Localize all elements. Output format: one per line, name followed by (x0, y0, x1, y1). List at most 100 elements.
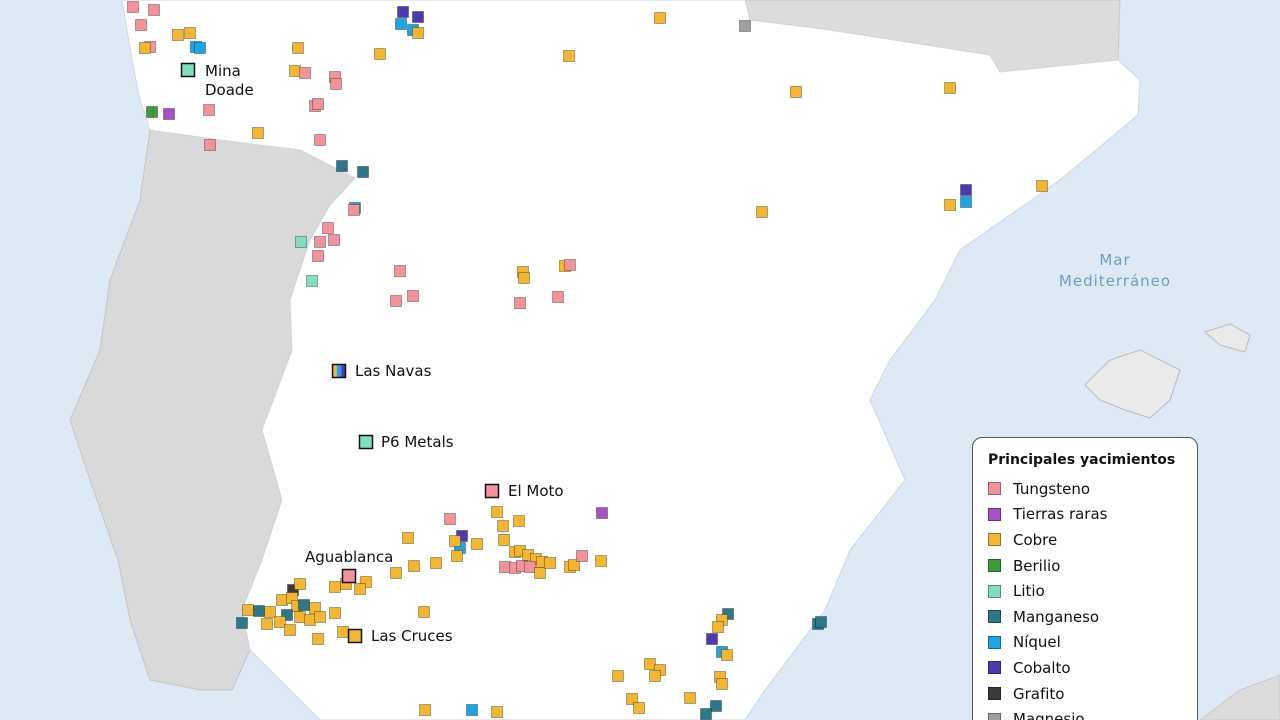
deposit-marker (276, 594, 288, 606)
deposit-marker (633, 702, 645, 714)
deposit-marker (430, 557, 442, 569)
deposit-marker (596, 507, 608, 519)
deposit-marker (294, 578, 306, 590)
site-label: Mina Doade (205, 62, 254, 99)
legend-swatch (988, 610, 1001, 624)
legend-swatch (988, 507, 1001, 521)
deposit-marker (491, 706, 503, 718)
deposit-marker (306, 275, 318, 287)
deposit-marker (284, 624, 296, 636)
deposit-marker (649, 670, 661, 682)
deposit-marker (1036, 180, 1048, 192)
spain (121, 0, 1141, 720)
deposit-marker-part (336, 364, 342, 378)
deposit-marker (408, 560, 420, 572)
deposit-marker (710, 700, 722, 712)
legend-item: Níquel (988, 630, 1197, 656)
site-label: Las Navas (355, 362, 432, 380)
deposit-marker (960, 196, 972, 208)
deposit-marker (242, 604, 254, 616)
legend-swatch (988, 533, 1001, 547)
legend-swatch (988, 584, 1001, 598)
deposit-marker (534, 567, 546, 579)
deposit-marker (576, 550, 588, 562)
legend-swatch (988, 559, 1001, 573)
deposit-marker (274, 616, 286, 628)
deposit-marker (626, 693, 638, 705)
deposit-marker (960, 184, 972, 196)
deposit-marker (314, 134, 326, 146)
legend-label: Cobalto (1013, 658, 1071, 677)
legend-item: Manganeso (988, 604, 1197, 630)
deposit-marker (314, 236, 326, 248)
deposit-marker (299, 67, 311, 79)
deposit-marker (357, 166, 369, 178)
deposit-marker (612, 670, 624, 682)
deposit-marker (203, 104, 215, 116)
deposit-marker (148, 4, 160, 16)
legend-title: Principales yacimientos (988, 452, 1176, 468)
deposit-marker (127, 1, 139, 13)
deposit-marker (700, 708, 712, 720)
deposit-marker (552, 291, 564, 303)
deposit-marker (706, 633, 718, 645)
deposit-marker (390, 295, 402, 307)
legend: Principales yacimientos Tungsteno Tierras… (972, 437, 1198, 720)
legend-item: Magnesio (988, 706, 1197, 720)
deposit-marker (281, 609, 293, 621)
deposit-marker (360, 576, 372, 588)
deposit-marker (347, 628, 363, 644)
legend-label: Tungsteno (1013, 479, 1091, 498)
deposit-marker (312, 633, 324, 645)
sea-label: Mar Mediterráneo (1040, 250, 1190, 292)
deposit-marker (484, 483, 500, 499)
deposit-marker (163, 108, 175, 120)
deposit-marker (684, 692, 696, 704)
deposit-marker (294, 611, 306, 623)
deposit-marker (397, 6, 409, 18)
deposit-marker (314, 611, 326, 623)
legend-label: Grafito (1013, 684, 1065, 703)
legend-item: Grafito (988, 681, 1197, 707)
deposit-marker (312, 98, 324, 110)
deposit-marker (491, 506, 503, 518)
deposit-marker (513, 515, 525, 527)
deposit-marker-part (341, 364, 346, 378)
deposit-marker (644, 658, 656, 670)
deposit-marker (135, 19, 147, 31)
deposit-marker (466, 704, 478, 716)
deposit-marker (289, 65, 301, 77)
deposit-marker (451, 550, 463, 562)
deposit-marker (564, 259, 576, 271)
deposit-marker (194, 42, 206, 54)
deposit-marker (322, 222, 334, 234)
deposit-marker (329, 607, 341, 619)
legend-label: Berilio (1013, 556, 1061, 575)
deposit-marker (146, 106, 158, 118)
deposit-marker (295, 236, 307, 248)
deposit-marker (312, 250, 324, 262)
deposit-marker (524, 561, 536, 573)
site-label: El Moto (508, 482, 564, 500)
deposit-marker (358, 434, 374, 450)
deposit-marker (712, 621, 724, 633)
deposit-marker (499, 561, 511, 573)
deposit-marker (444, 513, 456, 525)
sea-label-line: Mar (1099, 251, 1131, 269)
deposit-marker (412, 27, 424, 39)
deposit-marker (407, 290, 419, 302)
deposit-marker (568, 559, 580, 571)
deposit-marker (172, 29, 184, 41)
deposit-marker (348, 204, 360, 216)
deposit-marker (264, 606, 276, 618)
deposit-marker (716, 678, 728, 690)
deposit-marker (329, 581, 341, 593)
deposit-marker (253, 605, 265, 617)
legend-item: Cobalto (988, 655, 1197, 681)
deposit-marker (336, 160, 348, 172)
deposit-marker (412, 11, 424, 23)
legend-label: Tierras raras (1013, 505, 1108, 524)
deposit-marker (722, 608, 734, 620)
